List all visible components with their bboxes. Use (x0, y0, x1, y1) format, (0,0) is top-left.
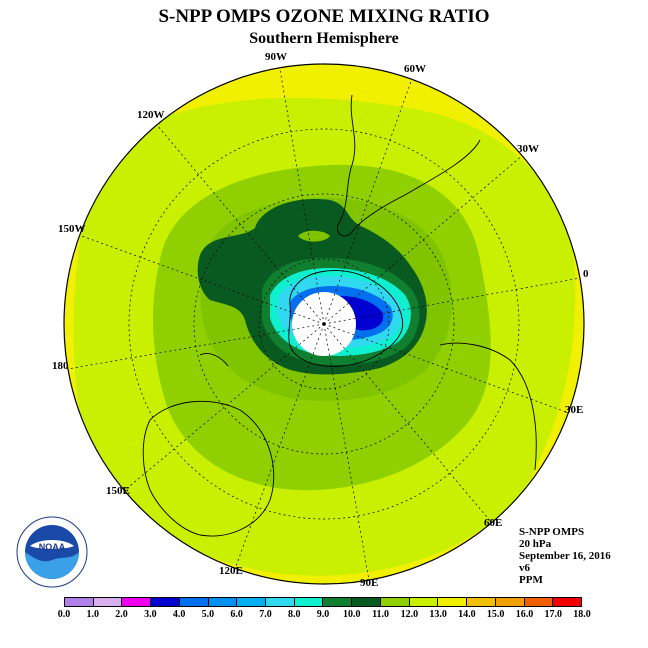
lon-label-90e: 90E (360, 577, 379, 589)
legend-swatch (409, 598, 439, 606)
legend-tick-label: 10.0 (343, 609, 361, 620)
lon-label-150w: 150W (58, 223, 86, 235)
legend-tick-label: 2.0 (115, 609, 128, 620)
lon-label-150e: 150E (106, 485, 130, 497)
info-version: v6 (519, 562, 530, 574)
legend-swatch (524, 598, 554, 606)
info-units: PPM (519, 574, 543, 586)
coastline-africa (439, 342, 537, 471)
legend-tick-label: 5.0 (201, 609, 215, 620)
lon-label-60w: 60W (404, 63, 426, 75)
lon-label-30w: 30W (517, 143, 539, 155)
legend-swatch (122, 598, 152, 606)
legend-swatch (352, 598, 381, 606)
legend-tick-label: 7.0 (259, 609, 272, 620)
legend-tick-label: 13.0 (429, 609, 447, 620)
info-date: September 16, 2016 (519, 550, 611, 562)
map-title: S-NPP OMPS OZONE MIXING RATIO (158, 6, 490, 27)
legend-tick-label: 6.0 (230, 609, 243, 620)
color-legend-bar (64, 597, 582, 607)
map-border (63, 63, 585, 585)
noaa-logo-icon: NOAA (16, 516, 88, 588)
lon-label-30e: 30E (565, 404, 584, 416)
legend-swatch (65, 598, 94, 606)
legend-swatch (294, 598, 324, 606)
lon-label-120w: 120W (137, 109, 165, 121)
legend-tick-label: 17.0 (544, 609, 562, 620)
map-subtitle: Southern Hemisphere (249, 30, 399, 47)
legend-swatch (179, 598, 209, 606)
lon-label-90w: 90W (265, 51, 287, 63)
info-instrument: S-NPP OMPS (519, 526, 585, 538)
noaa-logo-text: NOAA (39, 542, 66, 552)
coastline-antarctica (288, 270, 404, 367)
legend-swatch (151, 598, 180, 606)
lon-label-180: 180 (52, 360, 69, 372)
ozone-band-10-inset (298, 230, 330, 242)
coastline-south-america (337, 94, 481, 237)
legend-swatch (237, 598, 267, 606)
legend-swatch (495, 598, 525, 606)
legend-tick-label: 16.0 (515, 609, 534, 620)
legend-swatch (323, 598, 353, 606)
legend-swatch (438, 598, 468, 606)
coastline-australia (142, 400, 275, 537)
legend-swatch (553, 598, 581, 606)
legend-swatch (93, 598, 123, 606)
legend-tick-label: 9.0 (316, 609, 330, 620)
lon-label-60e: 60E (484, 517, 503, 529)
legend-tick-label: 0.0 (57, 609, 71, 620)
legend-tick-label: 1.0 (86, 609, 100, 620)
legend-tick-label: 15.0 (486, 609, 505, 620)
lon-label-0: 0 (583, 268, 589, 280)
info-level: 20 hPa (519, 538, 552, 550)
info-block: S-NPP OMPS 20 hPa September 16, 2016 v6 … (519, 526, 611, 586)
legend-tick-label: 14.0 (458, 609, 476, 620)
legend-swatch (380, 598, 410, 606)
legend-swatch (467, 598, 496, 606)
legend-tick-label: 4.0 (172, 609, 186, 620)
lon-label-120e: 120E (219, 565, 243, 577)
legend-tick-label: 11.0 (372, 609, 390, 620)
legend-swatch (266, 598, 295, 606)
legend-tick-label: 8.0 (287, 609, 301, 620)
coastline-new-zealand (199, 353, 229, 367)
legend-swatch (208, 598, 238, 606)
legend-tick-label: 18.0 (573, 609, 591, 620)
legend-tick-label: 3.0 (144, 609, 157, 620)
legend-tick-label: 12.0 (400, 609, 419, 620)
